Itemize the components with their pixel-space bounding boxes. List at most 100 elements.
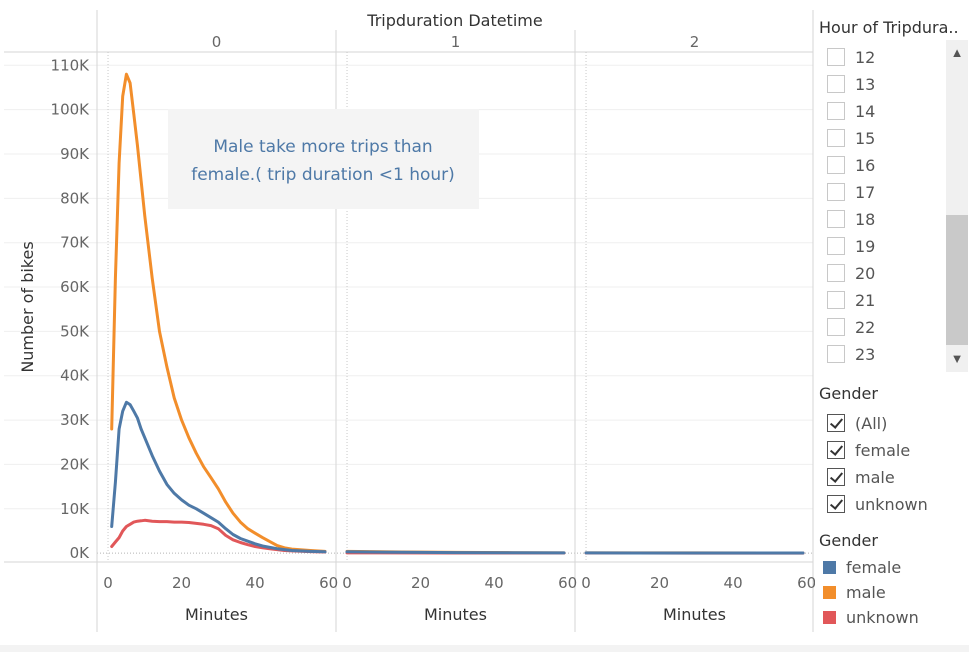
hour-filter-item-21[interactable]: 21 — [827, 289, 875, 311]
x-tick-label: 60 — [319, 574, 338, 592]
checkbox[interactable] — [827, 75, 845, 93]
hour-filter-list[interactable]: 12 13 14 15 16 17 18 19 20 21 22 23 — [815, 40, 945, 370]
header-title: Tripduration Datetime — [366, 11, 542, 30]
gender-filter-item[interactable]: female — [827, 439, 910, 461]
hour-filter-label: 22 — [855, 317, 876, 337]
annotation-text: female.( trip duration <1 hour) — [191, 165, 455, 185]
checkbox[interactable] — [827, 318, 845, 336]
y-tick-label: 70K — [60, 234, 90, 252]
side-panel: Hour of Tripdura.. 12 13 14 15 16 17 18 19 20 21 2… — [815, 0, 969, 645]
scroll-thumb[interactable] — [946, 215, 968, 345]
checkbox[interactable] — [827, 264, 845, 282]
hour-filter-label: 18 — [855, 209, 876, 229]
checkbox[interactable] — [827, 237, 845, 255]
legend-label: male — [846, 582, 886, 602]
panel-header-0: 0 — [212, 33, 222, 51]
legend-swatch — [823, 585, 836, 599]
y-tick-label: 20K — [60, 455, 90, 473]
panel-header-2: 2 — [690, 33, 700, 51]
gender-filter-label: female — [855, 440, 911, 460]
hour-filter-label: 12 — [855, 47, 876, 67]
checkbox[interactable] — [827, 129, 845, 147]
y-axis-title: Number of bikes — [18, 241, 37, 372]
hour-filter-item-17[interactable]: 17 — [827, 181, 875, 203]
checkbox-checked[interactable] — [827, 441, 845, 459]
hour-filter-label: 21 — [855, 290, 876, 310]
series-line-female — [345, 550, 566, 555]
annotation-text: Male take more trips than — [213, 137, 432, 157]
checkbox-checked[interactable] — [827, 414, 845, 432]
gender-filter-item[interactable]: (All) — [827, 412, 887, 434]
x-tick-label: 40 — [724, 574, 743, 592]
x-tick-label: 20 — [650, 574, 669, 592]
legend-item-female[interactable]: female — [823, 556, 901, 578]
legend-item-male[interactable]: male — [823, 581, 886, 603]
x-tick-label: 0 — [581, 574, 591, 592]
checkbox[interactable] — [827, 48, 845, 66]
hour-filter-scrollbar[interactable]: ▲ ▼ — [946, 40, 968, 372]
y-tick-label: 90K — [60, 145, 90, 163]
gender-filter-label: (All) — [855, 413, 888, 433]
bottom-strip — [0, 645, 969, 652]
hour-filter-label: 17 — [855, 182, 876, 202]
hour-filter-label: 16 — [855, 155, 876, 175]
hour-filter-item-14[interactable]: 14 — [827, 100, 875, 122]
y-tick-label: 80K — [60, 189, 90, 207]
chevron-down-icon[interactable]: ▼ — [950, 351, 964, 366]
chevron-up-icon[interactable]: ▲ — [950, 45, 964, 60]
hour-filter-item-12[interactable]: 12 — [827, 46, 875, 68]
checkbox[interactable] — [827, 291, 845, 309]
color-legend-title: Gender — [819, 531, 878, 550]
hour-filter-item-20[interactable]: 20 — [827, 262, 875, 284]
x-tick-label: 0 — [342, 574, 352, 592]
y-tick-label: 40K — [60, 367, 90, 385]
y-tick-label: 60K — [60, 278, 90, 296]
x-tick-label: 60 — [797, 574, 815, 592]
hour-filter-label: 23 — [855, 344, 876, 364]
legend-swatch — [823, 610, 836, 624]
hour-filter-item-13[interactable]: 13 — [827, 73, 875, 95]
checkbox[interactable] — [827, 345, 845, 363]
legend-label: female — [846, 557, 902, 577]
panel-header-1: 1 — [451, 33, 461, 51]
series-line-female — [110, 400, 327, 554]
y-tick-label: 100K — [51, 101, 91, 119]
hour-filter-label: 13 — [855, 74, 876, 94]
checkbox[interactable] — [827, 183, 845, 201]
x-tick-label: 20 — [172, 574, 191, 592]
hour-filter-item-23[interactable]: 23 — [827, 343, 875, 365]
checkbox-checked[interactable] — [827, 468, 845, 486]
hour-filter-item-22[interactable]: 22 — [827, 316, 875, 338]
checkbox[interactable] — [827, 102, 845, 120]
legend-label: unknown — [846, 607, 919, 627]
annotation-box — [168, 109, 479, 209]
hour-filter-title: Hour of Tripdura.. — [819, 18, 959, 37]
y-tick-label: 10K — [60, 500, 90, 518]
checkbox-checked[interactable] — [827, 495, 845, 513]
hour-filter-item-16[interactable]: 16 — [827, 154, 875, 176]
x-axis-title: Minutes — [185, 605, 248, 624]
y-tick-label: 30K — [60, 411, 90, 429]
hour-filter-label: 19 — [855, 236, 876, 256]
gender-filter-item[interactable]: male — [827, 466, 895, 488]
gender-filter-item[interactable]: unknown — [827, 493, 928, 515]
checkbox[interactable] — [827, 156, 845, 174]
gender-filter-label: unknown — [855, 494, 928, 514]
gender-filter-label: male — [855, 467, 895, 487]
legend-swatch — [823, 560, 836, 574]
x-tick-label: 40 — [485, 574, 504, 592]
series-line-male — [110, 72, 327, 553]
y-tick-label: 0K — [70, 544, 91, 562]
x-axis-title: Minutes — [424, 605, 487, 624]
x-tick-label: 40 — [246, 574, 265, 592]
gender-filter-title: Gender — [819, 384, 878, 403]
checkbox[interactable] — [827, 210, 845, 228]
y-tick-label: 110K — [51, 56, 91, 74]
legend-item-unknown[interactable]: unknown — [823, 606, 919, 628]
hour-filter-item-19[interactable]: 19 — [827, 235, 875, 257]
x-tick-label: 0 — [103, 574, 113, 592]
x-tick-label: 20 — [411, 574, 430, 592]
hour-filter-item-15[interactable]: 15 — [827, 127, 875, 149]
hour-filter-item-18[interactable]: 18 — [827, 208, 875, 230]
